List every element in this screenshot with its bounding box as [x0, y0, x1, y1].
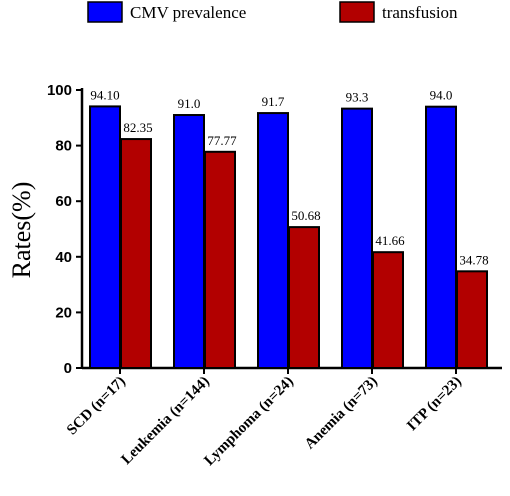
x-tick-label: Leukemia (n=144): [119, 374, 213, 468]
y-axis-label: Rates(%): [7, 182, 36, 279]
bar-transfusion: [288, 226, 320, 369]
legend-label: CMV prevalence: [130, 3, 246, 22]
y-tick-label: 100: [47, 82, 72, 99]
bar-cmv-prevalence: [425, 105, 457, 370]
data-label: 91.0: [178, 96, 201, 111]
bar-transfusion: [456, 270, 488, 370]
legend: CMV prevalence transfusion: [87, 1, 458, 23]
legend-swatch: [339, 1, 375, 23]
data-label: 93.3: [346, 90, 369, 105]
x-tick-label: SCD (n=17): [64, 374, 129, 439]
y-tick-label: 0: [64, 360, 72, 377]
plot-area: 0 20 40 60 80 100 94.10 82.35 SCD (n=17) 91.0 77.7…: [47, 82, 502, 469]
bar-transfusion: [372, 251, 404, 369]
y-tick-label: 20: [55, 304, 72, 321]
x-tick-label: ITP (n=23): [404, 374, 465, 435]
y-tick-label: 40: [55, 249, 72, 266]
data-label: 91.7: [262, 94, 285, 109]
data-label: 50.68: [291, 208, 320, 223]
data-label: 77.77: [207, 133, 237, 148]
legend-swatch: [87, 1, 123, 23]
data-label: 41.66: [375, 233, 405, 248]
legend-label: transfusion: [382, 3, 458, 22]
x-tick-label: Anemia (n=73): [302, 374, 381, 453]
x-tick-label: Lymphoma (n=24): [201, 374, 296, 469]
y-tick-label: 80: [55, 138, 72, 155]
data-label: 82.35: [123, 120, 152, 135]
bar-cmv-prevalence: [89, 105, 121, 369]
data-label: 94.0: [430, 88, 453, 103]
bar-cmv-prevalence: [341, 107, 373, 369]
data-label: 94.10: [90, 87, 119, 102]
bar-cmv-prevalence: [257, 112, 289, 369]
data-label: 34.78: [459, 252, 488, 267]
bar-transfusion: [204, 150, 236, 369]
y-tick-label: 60: [55, 193, 72, 210]
bar-cmv-prevalence: [173, 114, 205, 369]
bar-transfusion: [120, 138, 152, 369]
